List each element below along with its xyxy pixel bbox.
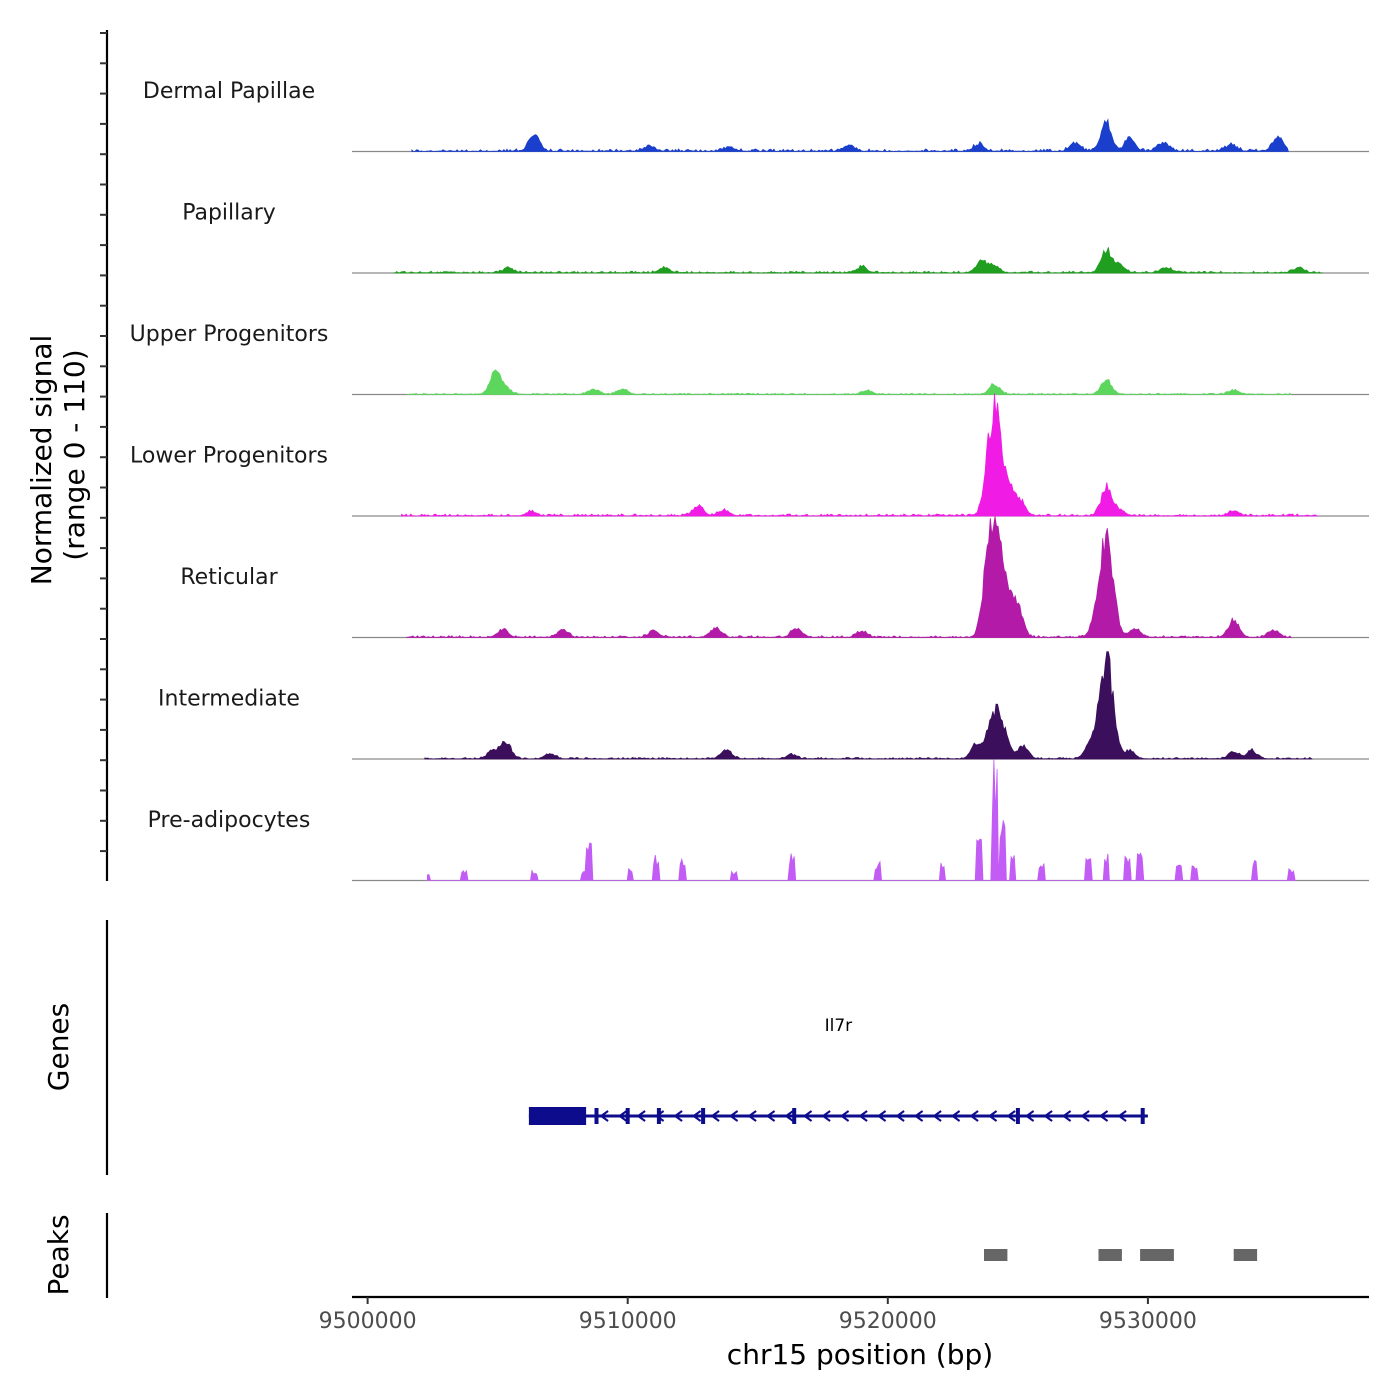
- signal-y-axis: [100, 30, 109, 881]
- track-name-label: Dermal Papillae: [143, 79, 315, 104]
- track-name-label: Upper Progenitors: [130, 322, 329, 347]
- gene-strand-arrow: [617, 1110, 628, 1122]
- track-reticular: Reticular: [180, 516, 1369, 639]
- gene-strand-arrow: [1098, 1110, 1109, 1122]
- track-upper-progenitors: Upper Progenitors: [130, 322, 1369, 396]
- track-papillary: Papillary: [182, 200, 1369, 274]
- gene-strand-arrow: [1006, 1110, 1016, 1122]
- signal-y-ticks: [100, 32, 107, 853]
- gene-strand-arrow: [710, 1110, 720, 1122]
- gene-strand-arrow: [821, 1110, 831, 1122]
- gene-exon: [792, 1108, 797, 1124]
- gene-exon: [701, 1108, 706, 1124]
- signal-axis-subtitle: (range 0 - 110): [58, 349, 91, 560]
- x-tick-label: 9510000: [579, 1309, 677, 1334]
- gene-exon: [594, 1108, 599, 1124]
- gene-strand-arrow: [747, 1110, 757, 1122]
- gene-exon: [1140, 1108, 1145, 1124]
- track-dermal-papillae: Dermal Papillae: [143, 79, 1369, 153]
- genes-axis-title: Genes: [42, 1003, 75, 1091]
- peak-region: [1140, 1249, 1174, 1261]
- gene-utr-block: [528, 1107, 587, 1125]
- gene-strand-arrow: [802, 1110, 813, 1122]
- track-signal-area: [424, 651, 1313, 760]
- peak-region: [1098, 1249, 1122, 1261]
- gene-exon: [625, 1108, 630, 1124]
- gene-strand-arrow: [1043, 1110, 1053, 1122]
- x-tick-label: 9500000: [319, 1309, 417, 1334]
- track-name-label: Lower Progenitors: [130, 443, 328, 468]
- track-signal-area: [406, 516, 1292, 638]
- gene-strand-arrow: [876, 1110, 887, 1122]
- gene-strand-arrow: [765, 1110, 776, 1122]
- track-intermediate: Intermediate: [158, 651, 1369, 760]
- x-tick-label: 9530000: [1099, 1309, 1197, 1334]
- gene-strand-arrow: [599, 1110, 609, 1122]
- gene-strand-arrow: [691, 1110, 702, 1122]
- x-axis-title: chr15 position (bp): [727, 1338, 993, 1371]
- track-pre-adipocytes: Pre-adipocytes: [148, 759, 1369, 882]
- peak-regions: [984, 1249, 1258, 1261]
- peak-region: [1233, 1249, 1258, 1261]
- x-tick-label: 9520000: [839, 1309, 937, 1334]
- track-signal-area: [411, 118, 1289, 153]
- track-signal-area: [427, 759, 1297, 881]
- gene-strand-arrow: [858, 1110, 868, 1122]
- track-signal-area: [393, 247, 1323, 274]
- gene-track: Il7r: [528, 1016, 1148, 1125]
- gene-strand-arrow: [1024, 1110, 1035, 1122]
- track-name-label: Pre-adipocytes: [148, 808, 311, 833]
- gene-strand-arrow: [1061, 1110, 1072, 1122]
- track-lower-progenitors: Lower Progenitors: [130, 393, 1369, 517]
- gene-strand-arrow: [839, 1110, 850, 1122]
- gene-strand-arrow: [673, 1110, 683, 1122]
- gene-strand-arrow: [969, 1110, 979, 1122]
- track-signal-area: [401, 393, 1319, 517]
- gene-strand-arrow: [987, 1110, 998, 1122]
- gene-strand-arrow: [950, 1110, 961, 1122]
- gene-exon: [1015, 1108, 1020, 1124]
- track-signal-area: [406, 369, 1292, 395]
- gene-name-label: Il7r: [825, 1016, 853, 1036]
- gene-strand-arrow: [654, 1110, 665, 1122]
- gene-strand-arrow: [728, 1110, 739, 1122]
- coverage-tracks: Dermal Papillae Papillary Upper Progenitor…: [130, 79, 1369, 882]
- gene-strand-arrow: [784, 1110, 794, 1122]
- x-axis: 9500000 9510000 9520000 9530000: [319, 1295, 1369, 1334]
- track-name-label: Papillary: [182, 200, 276, 225]
- track-name-label: Reticular: [180, 565, 278, 590]
- peaks-axis-title: Peaks: [42, 1214, 75, 1295]
- gene-strand-arrow: [636, 1110, 646, 1122]
- gene-strand-arrow: [932, 1110, 942, 1122]
- gene-strand-arrow: [913, 1110, 924, 1122]
- gene-exon: [656, 1108, 661, 1124]
- gene-strand-arrow: [1080, 1110, 1090, 1122]
- track-name-label: Intermediate: [158, 686, 300, 711]
- signal-axis-title: Normalized signal: [25, 335, 58, 586]
- gene-strand-arrow: [1117, 1110, 1127, 1122]
- gene-strand-arrow: [895, 1110, 905, 1122]
- peak-region: [984, 1249, 1008, 1261]
